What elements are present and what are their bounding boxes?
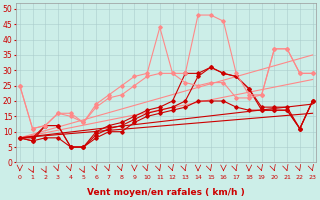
X-axis label: Vent moyen/en rafales ( km/h ): Vent moyen/en rafales ( km/h )	[87, 188, 245, 197]
